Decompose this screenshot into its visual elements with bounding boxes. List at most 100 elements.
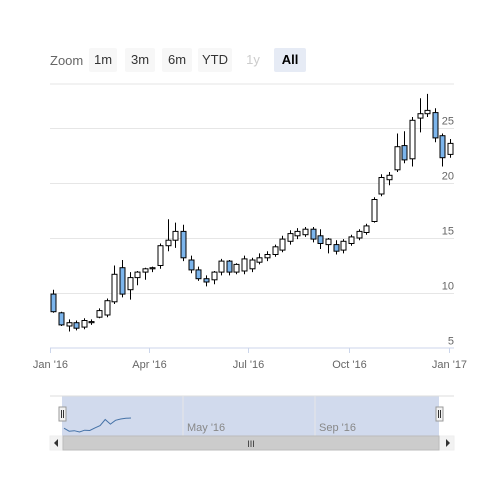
zoom-button-3m[interactable]: 3m: [125, 48, 155, 72]
candle-body-up: [81, 320, 88, 328]
candlestick: [386, 172, 393, 186]
candle-body-up: [249, 259, 256, 270]
candlestick: [302, 227, 309, 237]
candle-body-up: [142, 268, 149, 273]
candlestick: [356, 229, 363, 241]
scrollbar[interactable]: III: [49, 435, 455, 451]
candlestick: [142, 267, 149, 280]
candle-body-up: [241, 258, 248, 272]
zoom-button-ytd[interactable]: YTD: [198, 48, 232, 72]
candle-body-down: [333, 244, 340, 252]
candlestick: [203, 275, 210, 287]
candle-body-up: [264, 254, 271, 259]
candlestick: [325, 238, 332, 254]
candlestick-series: [50, 93, 454, 332]
candlestick: [256, 253, 263, 265]
candlestick: [294, 228, 301, 240]
x-axis: Jan '16 Apr '16 Jul '16 Oct '16 Jan '17: [33, 348, 467, 371]
candlestick: [333, 240, 340, 255]
candle-body-down: [188, 259, 195, 271]
y-axis-labels: 5 10 15 20 25: [442, 116, 454, 348]
candle-body-up: [88, 321, 95, 324]
candlestick: [348, 234, 355, 246]
candle-body-up: [279, 238, 286, 251]
candlestick: [272, 244, 279, 257]
candle-body-up: [348, 236, 355, 244]
candle-body-down: [50, 293, 57, 313]
navigator[interactable]: May '16 Sep '16: [50, 395, 454, 436]
candlestick: [149, 266, 156, 273]
candlestick: [310, 227, 317, 243]
candlestick: [111, 265, 118, 304]
candlestick: [218, 258, 225, 276]
candle-body-up: [356, 230, 363, 239]
zoom-label: Zoom: [50, 53, 84, 68]
candle-body-down: [58, 312, 65, 326]
candlestick: [401, 131, 408, 164]
candlestick: [279, 235, 286, 253]
candlestick: [447, 139, 454, 158]
candle-body-up: [340, 240, 347, 251]
navigator-series-line: [63, 417, 132, 433]
candlestick: [287, 230, 294, 245]
x-tick-label: Oct '16: [332, 359, 367, 371]
candlestick: [249, 257, 256, 273]
scroll-left-arrow-icon[interactable]: [54, 439, 58, 447]
candle-body-up: [363, 225, 370, 233]
candle-body-up: [447, 142, 454, 155]
candlestick: [371, 197, 378, 223]
candle-body-up: [424, 109, 431, 115]
zoom-button-all[interactable]: All: [274, 48, 306, 72]
candle-body-up: [157, 245, 164, 266]
navigator-selected-range[interactable]: [62, 396, 439, 436]
y-tick-label: 10: [442, 281, 454, 293]
candlestick: [50, 289, 57, 313]
navigator-label-may: May '16: [187, 422, 225, 434]
y-tick-label: 20: [442, 171, 454, 183]
candle-body-down: [73, 322, 80, 329]
candlestick: [88, 319, 95, 325]
candle-body-up: [287, 233, 294, 242]
candlestick: [180, 224, 187, 262]
candlestick: [165, 219, 172, 252]
candle-body-up: [371, 199, 378, 222]
scrollbar-thumb[interactable]: [62, 435, 440, 451]
candle-body-up: [104, 300, 111, 316]
candlestick: [432, 108, 439, 143]
y-tick-label: 25: [442, 116, 454, 128]
candlestick: [119, 260, 126, 298]
candle-body-down: [432, 112, 439, 139]
x-tick-label: Apr '16: [132, 359, 167, 371]
candle-body-up: [378, 177, 385, 195]
x-tick-label: Jul '16: [233, 359, 264, 371]
x-tick-label: Jan '16: [33, 359, 68, 371]
navigator-label-sep: Sep '16: [319, 422, 356, 434]
candlestick: [96, 308, 103, 319]
scrollbar-grip: III: [247, 439, 255, 449]
zoom-button-1m[interactable]: 1m: [89, 48, 117, 72]
candle-body-up: [272, 246, 279, 256]
candle-body-up: [218, 260, 225, 273]
candlestick: [378, 174, 385, 197]
navigator-handle-left[interactable]: [58, 406, 67, 422]
candlestick: [340, 239, 347, 254]
candlestick: [66, 319, 73, 332]
candlestick: [226, 260, 233, 276]
candle-body-up: [66, 322, 73, 327]
candle-body-down: [310, 228, 317, 240]
x-tick-label: Jan '17: [432, 359, 467, 371]
candle-body-up: [233, 263, 240, 273]
candle-body-up: [96, 310, 103, 318]
candlestick: [264, 251, 271, 262]
scroll-right-arrow-icon[interactable]: [446, 439, 450, 447]
candle-body-up: [134, 271, 141, 279]
candlestick: [81, 318, 88, 330]
candle-body-down: [226, 260, 233, 273]
candle-body-up: [302, 228, 309, 236]
candle-body-up: [394, 146, 401, 171]
candlestick: [211, 271, 218, 285]
zoom-button-6m[interactable]: 6m: [162, 48, 192, 72]
navigator-handle-right[interactable]: [435, 406, 444, 422]
candlestick: [134, 271, 141, 286]
candle-body-up: [256, 257, 263, 263]
